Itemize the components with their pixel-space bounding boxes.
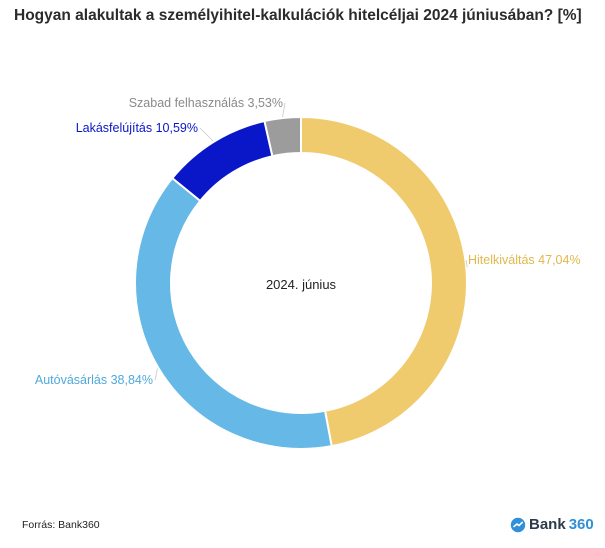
donut-slice [300, 115, 468, 448]
leader-line [465, 259, 468, 268]
donut-slice [263, 115, 302, 158]
chart-title: Hogyan alakultak a személyihitel-kalkulá… [14, 7, 582, 24]
leader-line [199, 127, 214, 142]
source-note: Forrás: Bank360 [22, 519, 100, 531]
brand-logo: Bank 360 [510, 516, 594, 533]
slice-label: Lakásfelújítás 10,59% [76, 121, 198, 135]
brand-number: 360 [568, 516, 594, 533]
donut-slice [134, 176, 333, 450]
bank360-logo-icon [510, 517, 526, 532]
leader-line [154, 368, 158, 381]
leader-line [282, 102, 286, 118]
center-label: 2024. június [266, 277, 337, 292]
slice-label: Hitelkiváltás 47,04% [468, 253, 581, 267]
slice-label: Szabad felhasználás 3,53% [129, 96, 283, 110]
brand-text: Bank [529, 516, 566, 533]
slice-label: Autóvásárlás 38,84% [35, 373, 153, 387]
